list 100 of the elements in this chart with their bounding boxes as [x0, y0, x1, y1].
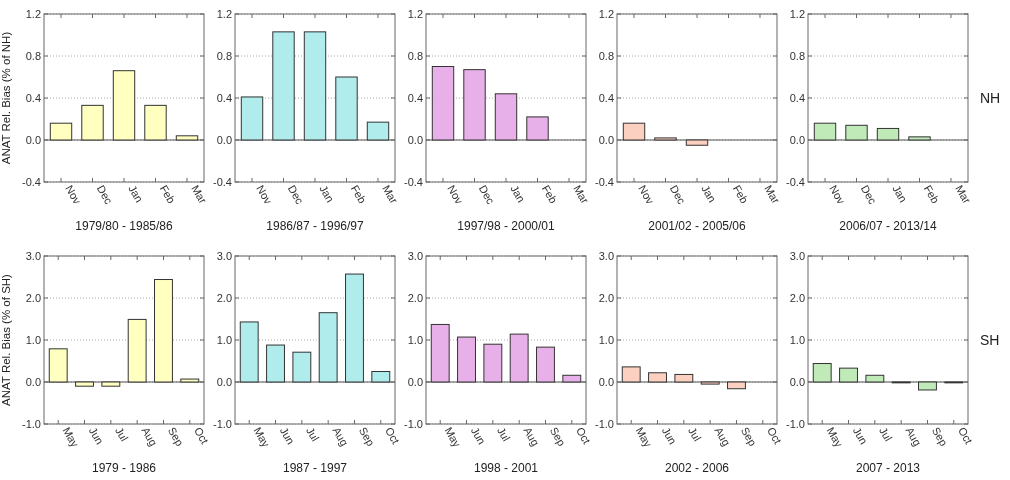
x-axis-title: 1979 - 1986 [91, 461, 157, 475]
bar [845, 124, 868, 141]
y-tick-label: 1.2 [407, 7, 423, 20]
x-tick-label: Oct [574, 425, 594, 446]
y-tick-label: 0.8 [25, 49, 41, 62]
x-tick-label: Jul [304, 425, 322, 444]
bar [918, 381, 937, 391]
bar [81, 104, 104, 141]
y-tick-label: -0.4 [22, 175, 41, 188]
y-tick-label: 0.0 [789, 133, 805, 146]
bar [292, 351, 312, 383]
y-tick-label: 1.0 [407, 333, 423, 346]
y-tick-label: -1.0 [404, 417, 423, 430]
bar [483, 343, 503, 383]
y-tick-label: -1.0 [22, 417, 41, 430]
bar [49, 122, 73, 141]
bar [463, 69, 486, 141]
x-axis-title: 2002 - 2006 [664, 461, 730, 475]
x-axis-title: 1986/87 - 1996/97 [266, 219, 365, 233]
text: SH [980, 331, 1000, 348]
x-tick-label: Jul [113, 425, 131, 444]
y-tick-label: 0.8 [789, 49, 805, 62]
y-tick-label: 0.0 [216, 133, 232, 146]
y-tick-label: 0.0 [407, 375, 423, 388]
x-tick-label: Oct [383, 425, 403, 446]
x-tick-label: Mar [380, 183, 401, 206]
bar [908, 136, 931, 141]
y-tick-label: 1.2 [25, 7, 41, 20]
y-tick-label: -0.4 [786, 175, 805, 188]
y-axis-title: ANAT Rel. Bias (% of SH) [0, 273, 12, 406]
x-tick-label: Nov [254, 183, 275, 207]
x-tick-label: Mar [189, 183, 210, 206]
bar [239, 321, 259, 383]
y-tick-label: 1.2 [598, 7, 614, 20]
x-tick-label: Nov [827, 183, 848, 207]
x-axis-title: 1979/80 - 1985/86 [75, 219, 174, 233]
bar [175, 135, 199, 141]
bar [839, 367, 858, 383]
bar [700, 381, 720, 385]
x-tick-label: Aug [139, 425, 160, 448]
y-tick-label: -0.4 [213, 175, 232, 188]
y-tick-label: 0.4 [598, 91, 614, 104]
y-tick-label: 0.8 [216, 49, 232, 62]
text: NH [980, 89, 1001, 106]
x-tick-label: Jul [686, 425, 704, 444]
bar [48, 348, 68, 383]
y-tick-label: 2.0 [216, 291, 232, 304]
bar [536, 346, 555, 383]
x-tick-label: Jul [495, 425, 513, 444]
y-tick-label: 1.0 [598, 333, 614, 346]
y-tick-label: 1.2 [216, 7, 232, 20]
x-tick-label: Nov [63, 183, 84, 207]
y-tick-label: 0.4 [789, 91, 805, 104]
y-tick-label: 0.0 [25, 375, 41, 388]
bar [272, 31, 295, 141]
x-tick-label: Feb [157, 183, 178, 206]
x-tick-label: Aug [330, 425, 351, 448]
x-tick-label: Jun [850, 425, 871, 447]
y-tick-label: 0.8 [598, 49, 614, 62]
x-axis-title: 1997/98 - 2000/01 [457, 219, 556, 233]
bar [494, 93, 518, 141]
bar [180, 378, 200, 383]
x-tick-label: Nov [445, 183, 466, 207]
bar [144, 104, 167, 141]
x-tick-label: Mar [571, 183, 592, 206]
y-tick-label: 3.0 [25, 249, 41, 262]
x-tick-label: Jun [86, 425, 107, 447]
x-tick-label: Oct [956, 425, 976, 446]
x-tick-label: Feb [539, 183, 560, 206]
x-tick-label: Jan [699, 183, 719, 205]
y-tick-label: 1.0 [216, 333, 232, 346]
bar [648, 372, 667, 383]
x-tick-label: Mar [953, 183, 974, 206]
x-tick-label: Aug [903, 425, 924, 448]
x-tick-label: Jan [890, 183, 910, 205]
y-tick-label: 0.4 [216, 91, 232, 104]
bar [127, 318, 147, 383]
bar [685, 139, 709, 146]
bar [457, 336, 476, 383]
x-tick-label: Jan [317, 183, 337, 205]
y-tick-label: 2.0 [407, 291, 423, 304]
bar [266, 344, 285, 383]
bar [621, 366, 641, 383]
bar [335, 76, 358, 141]
y-tick-label: 3.0 [789, 249, 805, 262]
x-tick-label: Feb [921, 183, 942, 206]
y-tick-label: -1.0 [595, 417, 614, 430]
bar [562, 374, 582, 383]
y-tick-label: 0.0 [598, 133, 614, 146]
x-tick-label: Oct [765, 425, 785, 446]
bar [526, 116, 549, 141]
y-tick-label: 0.4 [407, 91, 423, 104]
bar [371, 371, 391, 383]
x-axis-title: 2007 - 2013 [855, 461, 921, 475]
bar [813, 122, 837, 141]
x-tick-label: Feb [730, 183, 751, 206]
y-tick-label: 1.2 [789, 7, 805, 20]
y-tick-label: -0.4 [404, 175, 423, 188]
bar [240, 96, 264, 141]
y-tick-label: 0.0 [598, 375, 614, 388]
